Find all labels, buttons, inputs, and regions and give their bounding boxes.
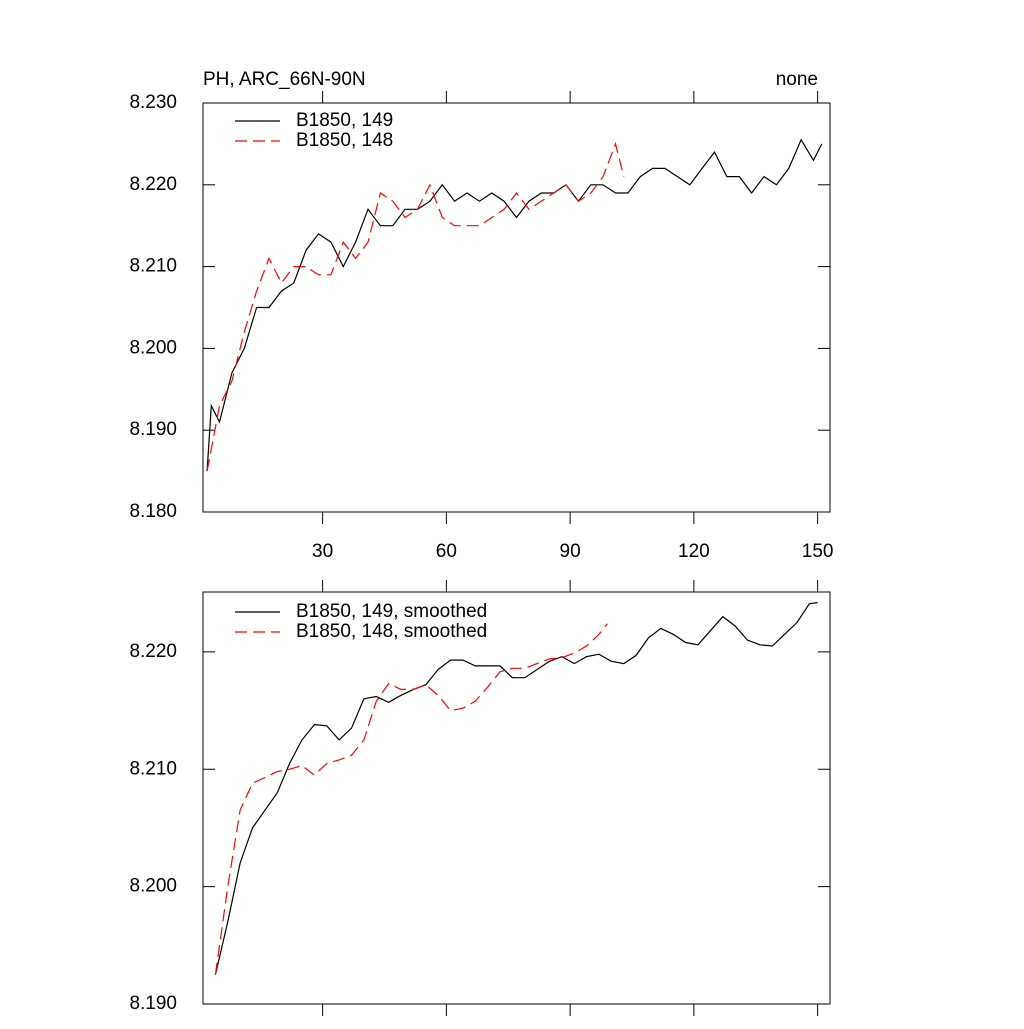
y-tick-label: 8.180 [129,501,177,522]
data-line [206,138,823,472]
y-tick-label: 8.200 [129,337,177,358]
x-tick-label: 150 [802,541,834,562]
plot-frame [202,102,831,513]
x-tick-label: 60 [436,541,457,562]
y-tick-label: 8.210 [129,256,177,277]
chart-subtitle: none [776,69,818,90]
legend-label: B1850, 148 [296,130,393,151]
chart-title: PH, ARC_66N-90N [203,69,366,90]
y-tick-label: 8.230 [129,92,177,113]
plot-frame [202,591,831,1005]
legend-label: B1850, 148, smoothed [296,621,487,642]
x-tick-label: 90 [560,541,581,562]
y-tick-label: 8.220 [129,174,177,195]
data-line [214,602,818,975]
y-tick-label: 8.200 [129,876,177,897]
x-tick-label: 30 [312,541,333,562]
x-tick-label: 120 [678,541,710,562]
y-tick-label: 8.190 [129,419,177,440]
data-line [206,141,625,472]
y-tick-label: 8.220 [129,641,177,662]
y-tick-label: 8.210 [129,758,177,779]
y-tick-label: 8.190 [129,993,177,1014]
legend-label: B1850, 149 [296,110,393,131]
data-line [214,623,608,975]
legend-label: B1850, 149, smoothed [296,601,487,622]
